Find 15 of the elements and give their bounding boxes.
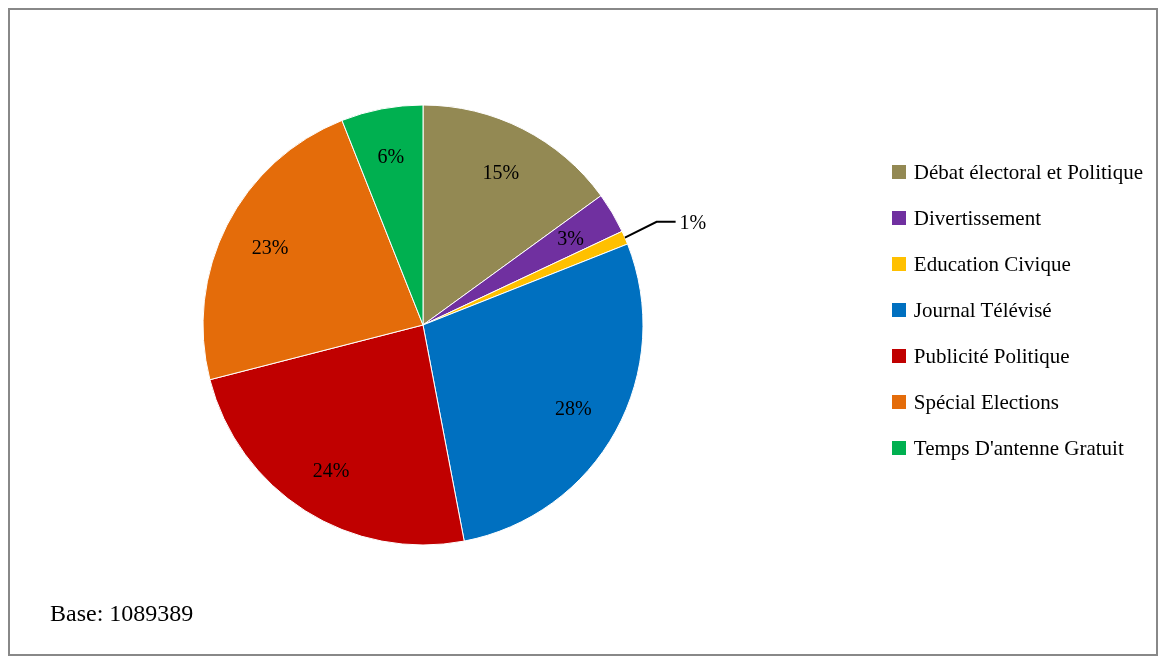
legend-label: Temps D'antenne Gratuit	[913, 435, 1124, 462]
data-label: 15%	[482, 161, 520, 184]
legend-label: Spécial Elections	[913, 389, 1060, 416]
legend-label: Publicité Politique	[913, 343, 1070, 370]
data-label: 6%	[377, 145, 405, 168]
data-label: 28%	[555, 396, 592, 419]
legend-label: Journal Télévisé	[913, 297, 1052, 324]
legend-label: Débat électoral et Politique	[913, 159, 1143, 186]
data-label: 23%	[251, 236, 289, 259]
text: Base: 1089389	[50, 600, 194, 627]
data-label: 24%	[312, 458, 350, 481]
legend-label: Education Civique	[913, 251, 1071, 278]
data-label: 3%	[557, 226, 585, 249]
data-label: 1%	[679, 210, 707, 233]
legend-label: Divertissement	[913, 205, 1041, 232]
